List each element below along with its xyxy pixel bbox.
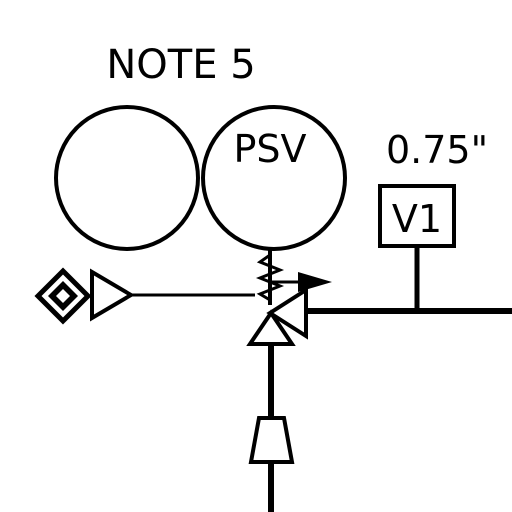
note-label: NOTE 5 <box>106 42 255 88</box>
diamond-symbol-icon <box>34 267 92 325</box>
reducer-icon <box>248 416 295 464</box>
psv-instrument-bubble <box>201 105 347 251</box>
outlet-arrow-icon <box>270 272 332 292</box>
spring-zigzag-icon <box>255 253 285 302</box>
relief-valve-body-icon <box>246 286 308 346</box>
flow-arrow-triangle-icon <box>90 268 135 322</box>
line-size-label: 0.75" <box>386 128 488 172</box>
instrument-bubble-blank <box>54 105 200 251</box>
vent-tag-label: V1 <box>392 197 442 241</box>
psv-label: PSV <box>233 127 306 171</box>
